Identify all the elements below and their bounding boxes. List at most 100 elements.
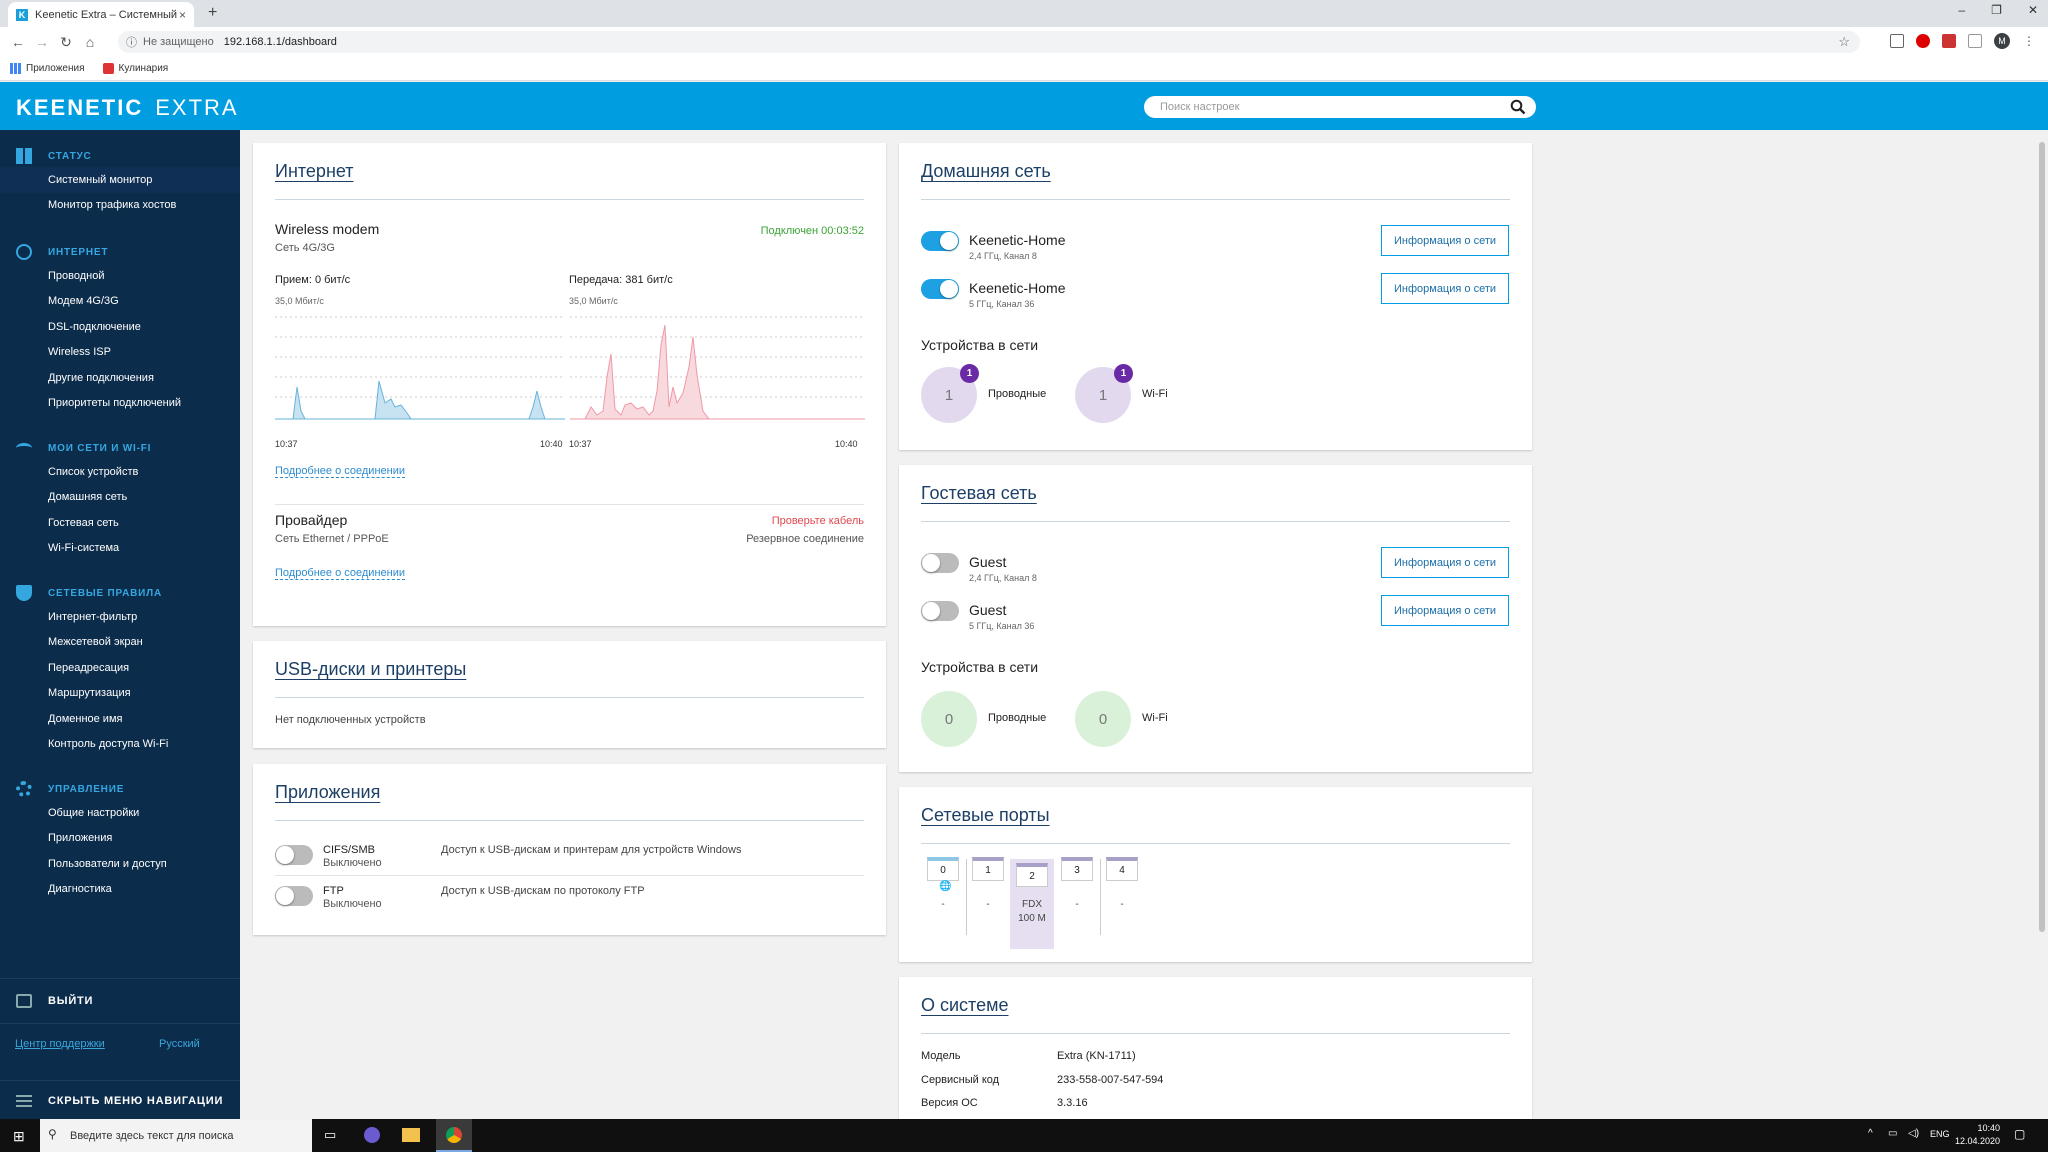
connection-details-link[interactable]: Подробнее о соединении: [275, 465, 406, 478]
new-tab-button[interactable]: +: [208, 4, 218, 21]
info-icon[interactable]: ⓘ: [126, 37, 137, 49]
sidebar-item-routing[interactable]: Маршрутизация: [48, 687, 131, 700]
rx-time-end: 10:40: [540, 439, 563, 449]
sidebar-item-firewall[interactable]: Межсетевой экран: [48, 636, 143, 649]
tray-arrow-icon[interactable]: ^: [1868, 1128, 1873, 1139]
settings-search-input[interactable]: Поиск настроек: [1144, 96, 1536, 118]
port-2[interactable]: 2 FDX 100 M: [1010, 859, 1054, 949]
chrome-taskbar-button[interactable]: [436, 1119, 472, 1152]
system-title[interactable]: О системе: [921, 995, 1009, 1015]
home-5-info-button[interactable]: Информация о сети: [1381, 273, 1509, 304]
windows-start-icon[interactable]: ⊞: [13, 1128, 25, 1144]
sidebar-item-internet-filter[interactable]: Интернет-фильтр: [48, 610, 138, 623]
guest-5-toggle[interactable]: [921, 601, 959, 621]
bookmark-cooking[interactable]: Кулинария: [102, 63, 168, 74]
sidebar-item-forwarding[interactable]: Переадресация: [48, 661, 130, 674]
sidebar-item-guest-network[interactable]: Гостевая сеть: [48, 516, 119, 529]
profile-avatar[interactable]: M: [1994, 33, 2010, 49]
guest-24-info-button[interactable]: Информация о сети: [1381, 547, 1509, 578]
sidebar-item-domain[interactable]: Доменное имя: [48, 712, 123, 725]
menu-dots-icon[interactable]: ⋮: [2023, 34, 2035, 48]
search-icon[interactable]: [1510, 99, 1526, 115]
cifs-toggle[interactable]: [275, 845, 313, 865]
sidebar-item-wisp[interactable]: Wireless ISP: [48, 346, 111, 359]
sidebar-item-host-traffic[interactable]: Монитор трафика хостов: [48, 199, 177, 212]
home-icon[interactable]: ⌂: [85, 34, 95, 50]
restore-button[interactable]: ❐: [1991, 3, 2002, 17]
app-icon[interactable]: [364, 1127, 380, 1143]
guest-24-toggle[interactable]: [921, 553, 959, 573]
language-indicator[interactable]: ENG: [1930, 1129, 1950, 1139]
sidebar-item-other-connections[interactable]: Другие подключения: [48, 371, 154, 384]
tab-close-icon[interactable]: ×: [178, 7, 186, 22]
usb-title[interactable]: USB-диски и принтеры: [275, 659, 467, 679]
sidebar: СТАТУС Системный монитор Монитор трафика…: [0, 130, 240, 1119]
sidebar-item-system-monitor[interactable]: Системный монитор: [0, 167, 240, 193]
keenetic-logo[interactable]: KEENETIC EXTRA: [16, 95, 239, 121]
guest-network-card: Гостевая сеть Guest 2,4 ГГц, Канал 8 Инф…: [899, 465, 1532, 772]
sidebar-item-home-network[interactable]: Домашняя сеть: [48, 491, 128, 504]
browser-tab[interactable]: K Keenetic Extra – Системный мон ×: [8, 2, 194, 27]
network-icon[interactable]: ▭: [1888, 1128, 1898, 1139]
extension-icon[interactable]: [1890, 34, 1904, 48]
task-view-icon[interactable]: ▭: [324, 1127, 337, 1142]
sidebar-item-priorities[interactable]: Приоритеты подключений: [48, 397, 182, 410]
youtube-extension-icon[interactable]: [1942, 34, 1956, 48]
ftp-toggle[interactable]: [275, 886, 313, 906]
tab-title: Keenetic Extra – Системный мон: [35, 8, 179, 21]
reader-extension-icon[interactable]: [1968, 34, 1982, 48]
bookmark-apps[interactable]: Приложения: [10, 63, 85, 74]
sidebar-heading: ИНТЕРНЕТ: [0, 241, 240, 263]
taskbar-search-input[interactable]: ⚲ Введите здесь текст для поиска: [40, 1119, 312, 1152]
sidebar-item-device-list[interactable]: Список устройств: [48, 465, 139, 478]
logout-button[interactable]: ВЫЙТИ: [0, 978, 240, 1024]
guest-5-info-button[interactable]: Информация о сети: [1381, 595, 1509, 626]
hide-nav-button[interactable]: СКРЫТЬ МЕНЮ НАВИГАЦИИ: [0, 1080, 240, 1120]
guest-wired-count[interactable]: 0: [921, 691, 977, 747]
support-link[interactable]: Центр поддержки: [15, 1038, 105, 1050]
sidebar-item-diagnostics[interactable]: Диагностика: [48, 883, 112, 896]
sidebar-item-wifi-system[interactable]: Wi-Fi-система: [48, 542, 120, 555]
home-24-info-button[interactable]: Информация о сети: [1381, 225, 1509, 256]
port-3[interactable]: 3 -: [1055, 853, 1099, 927]
notifications-icon[interactable]: ▢: [2014, 1127, 2026, 1141]
home-network-title[interactable]: Домашняя сеть: [921, 161, 1051, 181]
ports-title[interactable]: Сетевые порты: [921, 805, 1050, 825]
sidebar-item-wifi-access[interactable]: Контроль доступа Wi-Fi: [48, 738, 169, 751]
url-field[interactable]: ⓘ Не защищено 192.168.1.1/dashboard ☆: [118, 31, 1860, 53]
language-link[interactable]: Русский: [159, 1038, 200, 1050]
home-network-card: Домашняя сеть Keenetic-Home 2,4 ГГц, Кан…: [899, 143, 1532, 450]
file-explorer-icon[interactable]: [402, 1128, 420, 1142]
provider-details-link[interactable]: Подробнее о соединении: [275, 567, 406, 580]
forward-icon[interactable]: →: [35, 34, 49, 50]
home-24-toggle[interactable]: [921, 231, 959, 251]
sidebar-item-wired[interactable]: Проводной: [48, 269, 105, 282]
page-scrollbar[interactable]: [2038, 130, 2046, 1119]
sidebar-item-modem[interactable]: Модем 4G/3G: [48, 295, 119, 308]
back-icon[interactable]: ←: [11, 34, 25, 50]
traffic-charts: [275, 316, 865, 420]
internet-title[interactable]: Интернет: [275, 161, 354, 181]
sidebar-item-dsl[interactable]: DSL-подключение: [48, 320, 141, 333]
scrollbar-thumb[interactable]: [2039, 142, 2045, 932]
sidebar-heading: МОИ СЕТИ И WI-FI: [0, 437, 240, 459]
home-5-toggle[interactable]: [921, 279, 959, 299]
sidebar-item-users[interactable]: Пользователи и доступ: [48, 857, 167, 870]
guest-network-title[interactable]: Гостевая сеть: [921, 483, 1037, 503]
sidebar-item-general-settings[interactable]: Общие настройки: [48, 806, 140, 819]
close-window-button[interactable]: ✕: [2027, 3, 2038, 17]
tx-scale: 35,0 Мбит/с: [569, 296, 618, 306]
clock[interactable]: 10:40 12.04.2020: [1955, 1122, 2000, 1148]
apps-title[interactable]: Приложения: [275, 782, 381, 802]
minimize-button[interactable]: –: [1958, 3, 1966, 17]
port-1[interactable]: 1 -: [966, 853, 1010, 927]
opera-extension-icon[interactable]: [1916, 34, 1930, 48]
guest-wifi-count[interactable]: 0: [1075, 691, 1131, 747]
port-4[interactable]: 4 -: [1100, 853, 1144, 927]
search-icon: ⚲: [48, 1127, 57, 1141]
bookmark-star-icon[interactable]: ☆: [1838, 34, 1850, 49]
volume-icon[interactable]: ◁): [1908, 1128, 1920, 1139]
reload-icon[interactable]: ↻: [60, 33, 72, 50]
port-0[interactable]: 0 🌐 -: [921, 853, 965, 927]
sidebar-item-applications[interactable]: Приложения: [48, 832, 113, 845]
